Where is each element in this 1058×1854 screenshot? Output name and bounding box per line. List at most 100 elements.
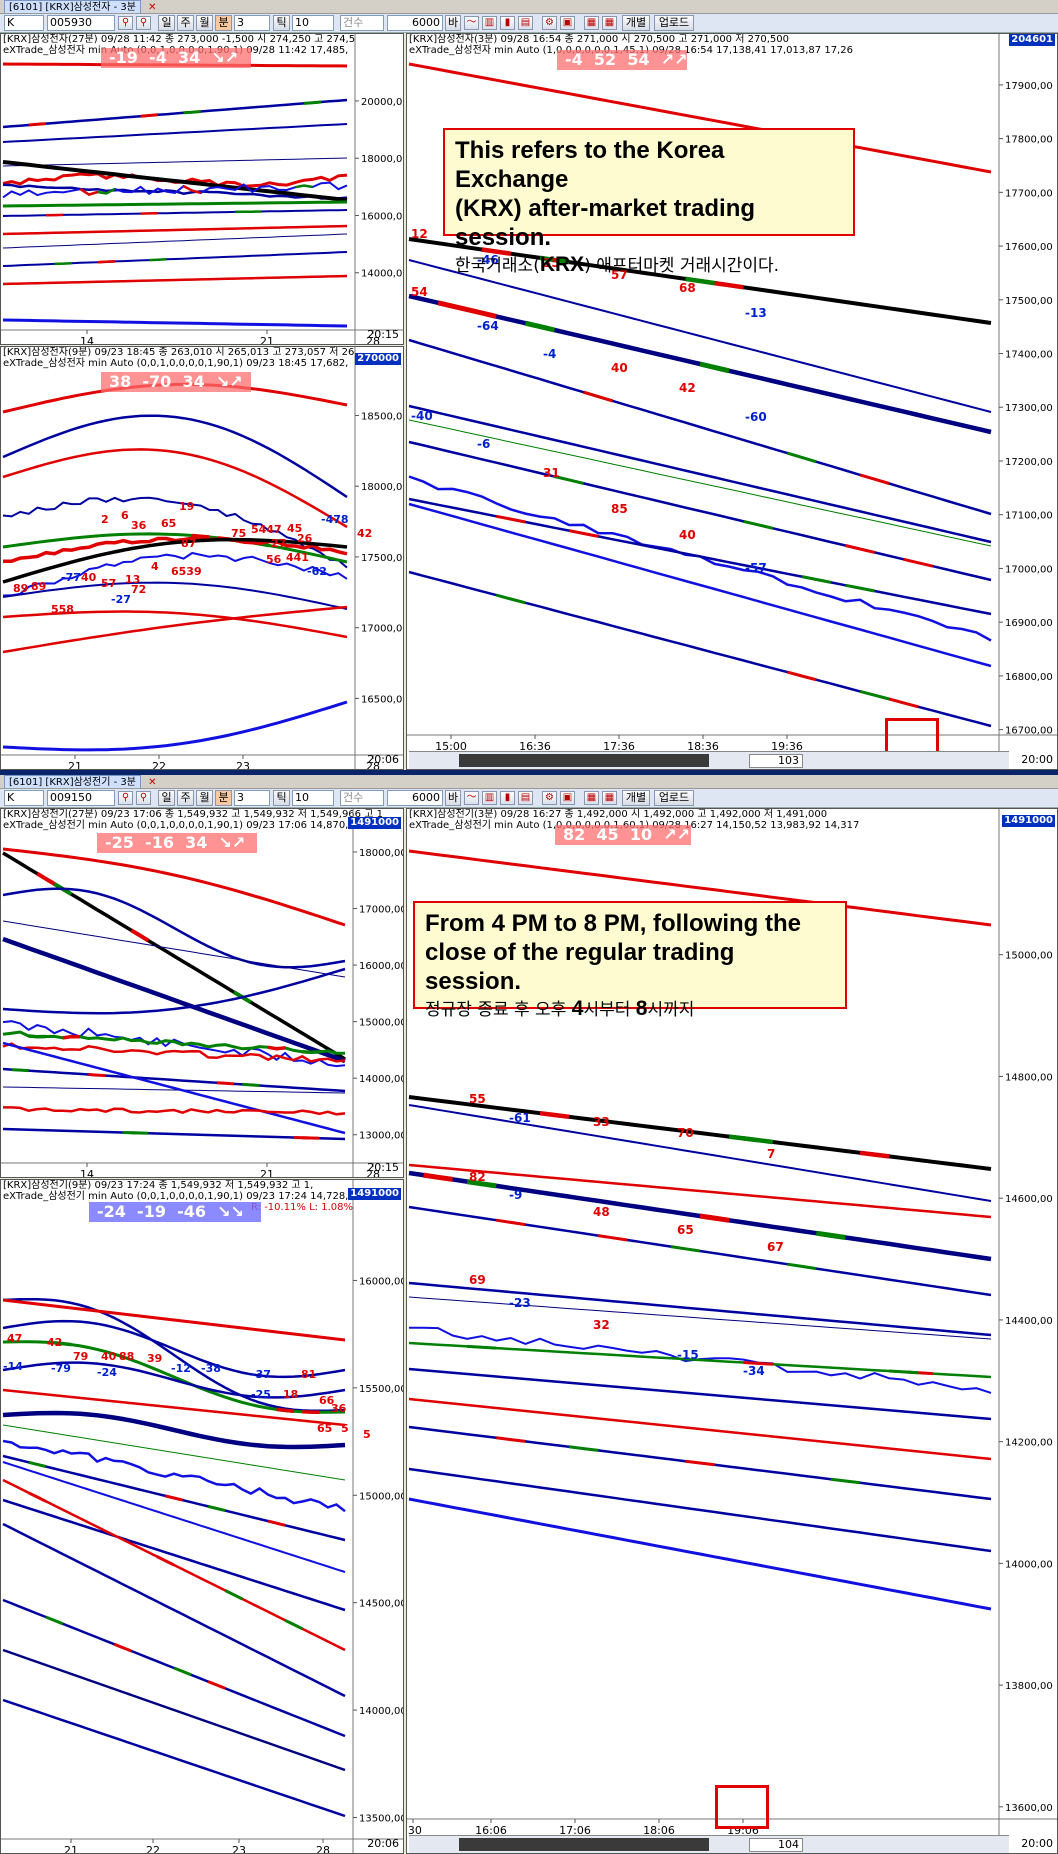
tick-select[interactable]: 10 [292,15,334,31]
x-tick-label: 28 [366,760,380,770]
series-segment [568,1445,599,1452]
y-tick-label: 17600,00 [1005,242,1053,253]
data-label: 33 [593,1115,610,1129]
layout-icon[interactable]: ▦ [584,791,599,805]
bottom-main-panel: [KRX]삼성전기(3분) 09/28 16:27 종 1,492,000 시 … [406,808,1058,1854]
period-week-button[interactable]: 주 [177,790,194,806]
market-select[interactable]: K [4,15,44,31]
indicator-icon[interactable]: ▤ [518,16,533,30]
bottom-window: [6101] [KRX]삼성전기 - 3분 ✕ K 009150 ⚲ ⚲ 일 주… [0,775,1058,1854]
series-segment [466,307,497,319]
search-icon[interactable]: ⚲ [118,791,133,805]
top-main-scrollbar[interactable]: 103 [409,751,1009,769]
y-tick-label: 17800,00 [1005,135,1053,146]
data-label: 47 [7,1332,22,1345]
y-tick-label: 15000,00 [359,1491,404,1502]
close-icon[interactable]: ✕ [148,777,157,788]
print-icon[interactable]: ▣ [560,791,575,805]
chart-search-icon[interactable]: ⚲ [136,791,151,805]
chart-search-icon[interactable]: ⚲ [136,16,151,30]
series-segment [302,1409,320,1414]
period-minute-button[interactable]: 분 [215,15,232,31]
series-segment [183,110,201,115]
bottom-tri-signal: -24 -19 -46 ↘↘ [89,1202,261,1222]
candle-chart-icon[interactable]: ▮ [500,16,515,30]
bar-chart-icon[interactable]: ▥ [482,791,497,805]
window-divider [0,770,1058,775]
period-month-button[interactable]: 월 [196,790,213,806]
x-tick-label: 22 [146,1844,160,1854]
period-month-button[interactable]: 월 [196,15,213,31]
bottom-note-korean-d: 8 [635,997,648,1020]
tick-button[interactable]: 틱 [273,15,290,31]
series-segment [583,390,614,403]
upload-button[interactable]: 업로드 [654,790,694,806]
y-tick-label: 15000,00 [1005,951,1053,962]
settings-icon[interactable]: ⚙ [542,16,557,30]
series-segment [728,1134,759,1143]
line-chart-icon[interactable]: 〜 [464,791,479,805]
line-chart-icon[interactable]: 〜 [464,16,479,30]
bar-unit-button[interactable]: 바 [445,790,461,806]
series-line [408,338,992,516]
minute-select[interactable]: 3 [234,15,270,31]
individual-button[interactable]: 개별 [622,15,650,31]
series-segment [97,187,116,195]
data-label: 70 [677,1126,694,1140]
y-tick-label: 17000,00 [361,624,404,635]
top-window-tab[interactable]: [6101] [KRX]삼성전자 - 3분 [4,0,141,13]
bar-chart-icon[interactable]: ▥ [482,16,497,30]
scroll-thumb[interactable] [459,754,709,767]
settings-icon[interactable]: ⚙ [542,791,557,805]
data-label: 82 [469,1170,486,1184]
data-label: 12 [411,227,428,241]
tick-select[interactable]: 10 [292,790,334,806]
bar-count-box[interactable]: 104 [749,1838,803,1852]
scroll-thumb[interactable] [459,1838,709,1851]
series-segment [859,1150,890,1159]
bottom-tri-time: 20:06 [367,1837,399,1850]
bar-count-box[interactable]: 103 [749,754,803,768]
top-note-korean-b: KRX [539,253,585,276]
market-select[interactable]: K [4,790,44,806]
indicator-icon[interactable]: ▤ [518,791,533,805]
data-label: 35 [543,256,560,270]
code-input[interactable]: 009150 [47,790,115,806]
bottom-weekly-price-tag: 1491000 [348,817,401,829]
individual-button[interactable]: 개별 [622,790,650,806]
count-input[interactable]: 6000 [387,790,443,806]
count-input[interactable]: 6000 [387,15,443,31]
data-label: -25 [251,1388,271,1401]
layout-icon[interactable]: ▦ [584,16,599,30]
grid-icon[interactable]: ▦ [602,791,617,805]
tick-button[interactable]: 틱 [273,790,290,806]
period-day-button[interactable]: 일 [158,15,175,31]
data-label: 13 [125,573,140,586]
count-select[interactable]: 건수 [340,15,384,31]
code-input[interactable]: 005930 [47,15,115,31]
bar-unit-button[interactable]: 바 [445,15,461,31]
count-select[interactable]: 건수 [340,790,384,806]
bottom-toolbar: K 009150 ⚲ ⚲ 일 주 월 분 3 틱 10 건수 6000 바 〜 … [0,789,1058,808]
close-icon[interactable]: ✕ [148,2,157,13]
bottom-main-scrollbar[interactable]: 104 [409,1835,1009,1853]
bottom-time-highlight [715,1785,769,1829]
candle-chart-icon[interactable]: ▮ [500,791,515,805]
bottom-title-bar: [6101] [KRX]삼성전기 - 3분 ✕ [0,775,1058,789]
data-label: 72 [131,583,146,596]
upload-button[interactable]: 업로드 [654,15,694,31]
data-label: 2 [101,513,109,526]
period-minute-button[interactable]: 분 [215,790,232,806]
search-icon[interactable]: ⚲ [118,16,133,30]
grid-icon[interactable]: ▦ [602,16,617,30]
series-line [2,318,348,328]
minute-select[interactable]: 3 [234,790,270,806]
series-segment [130,928,150,943]
period-week-button[interactable]: 주 [177,15,194,31]
print-icon[interactable]: ▣ [560,16,575,30]
bottom-note-korean-c: 시부터 [583,1000,636,1020]
bottom-main-chart: 15000,00 14800,00 14600,00 14400,00 14200,00… [407,809,1057,1853]
bottom-window-tab[interactable]: [6101] [KRX]삼성전기 - 3분 [4,775,141,788]
period-day-button[interactable]: 일 [158,790,175,806]
series-line [2,936,346,1064]
